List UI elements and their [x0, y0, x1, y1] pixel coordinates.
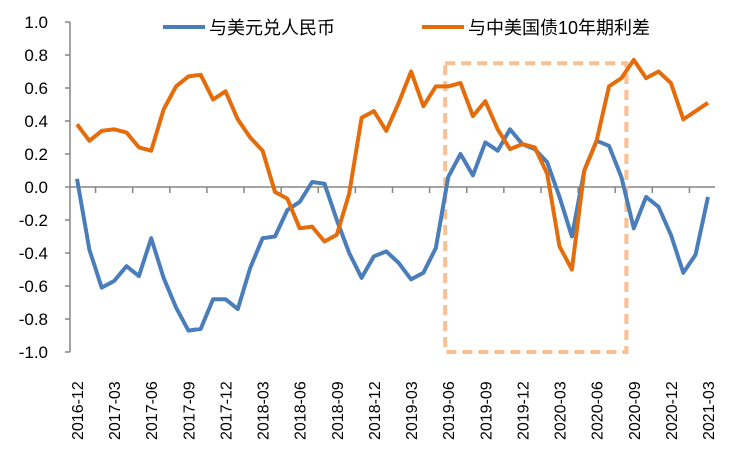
x-tick-label: 2020-06	[590, 381, 607, 440]
series-line-spread	[75, 57, 710, 272]
x-tick-label: 2018-03	[256, 381, 273, 440]
y-tick-label: -0.8	[19, 310, 48, 329]
y-tick-label: -0.6	[19, 277, 48, 296]
x-tick-label: 2020-03	[553, 381, 570, 440]
y-tick-label: 0.8	[24, 46, 48, 65]
y-tick-label: 0.6	[24, 79, 48, 98]
x-tick-label: 2019-03	[404, 381, 421, 440]
x-tick-label: 2021-03	[701, 381, 718, 440]
y-tick-label: -1.0	[19, 343, 48, 362]
x-tick-label: 2018-12	[367, 381, 384, 440]
x-tick-label: 2019-06	[441, 381, 458, 440]
axes	[65, 21, 715, 353]
x-tick-label: 2017-03	[107, 381, 124, 440]
y-tick-labels: 1.0 0.8 0.6 0.4 0.2 0.0 -0.2 -0.4 -0.6 -0.8 -1.0	[19, 13, 48, 362]
x-tick-label: 2017-06	[144, 381, 161, 440]
y-tick-label: 0.4	[24, 112, 48, 131]
y-tick-label: -0.4	[19, 244, 48, 263]
y-tick-label: -0.2	[19, 211, 48, 230]
series-lines	[75, 57, 710, 333]
highlight-rect	[443, 61, 629, 354]
x-tick-label: 2017-12	[218, 381, 235, 440]
highlight-box	[443, 61, 629, 354]
x-tick-label: 2016-12	[70, 381, 87, 440]
x-tick-label: 2017-09	[181, 381, 198, 440]
y-tick-label: 0.2	[24, 145, 48, 164]
x-tick-labels: 2016-12 2017-03 2017-06 2017-09 2017-12 2018-…	[70, 381, 718, 440]
y-tick-label: 0.0	[24, 178, 48, 197]
x-tick-label: 2018-06	[293, 381, 310, 440]
series-line-usd-cny	[75, 127, 710, 333]
y-tick-label: 1.0	[24, 13, 48, 32]
legend: 与美元兑人民币 与中美国债10年期利差	[163, 18, 650, 38]
x-tick-label: 2020-09	[627, 381, 644, 440]
x-tick-label: 2018-09	[330, 381, 347, 440]
legend-label-spread: 与中美国债10年期利差	[468, 18, 650, 38]
x-tick-label: 2019-09	[478, 381, 495, 440]
x-tick-label: 2020-12	[664, 381, 681, 440]
legend-label-usd-cny: 与美元兑人民币	[209, 18, 335, 38]
x-tick-label: 2019-12	[515, 381, 532, 440]
